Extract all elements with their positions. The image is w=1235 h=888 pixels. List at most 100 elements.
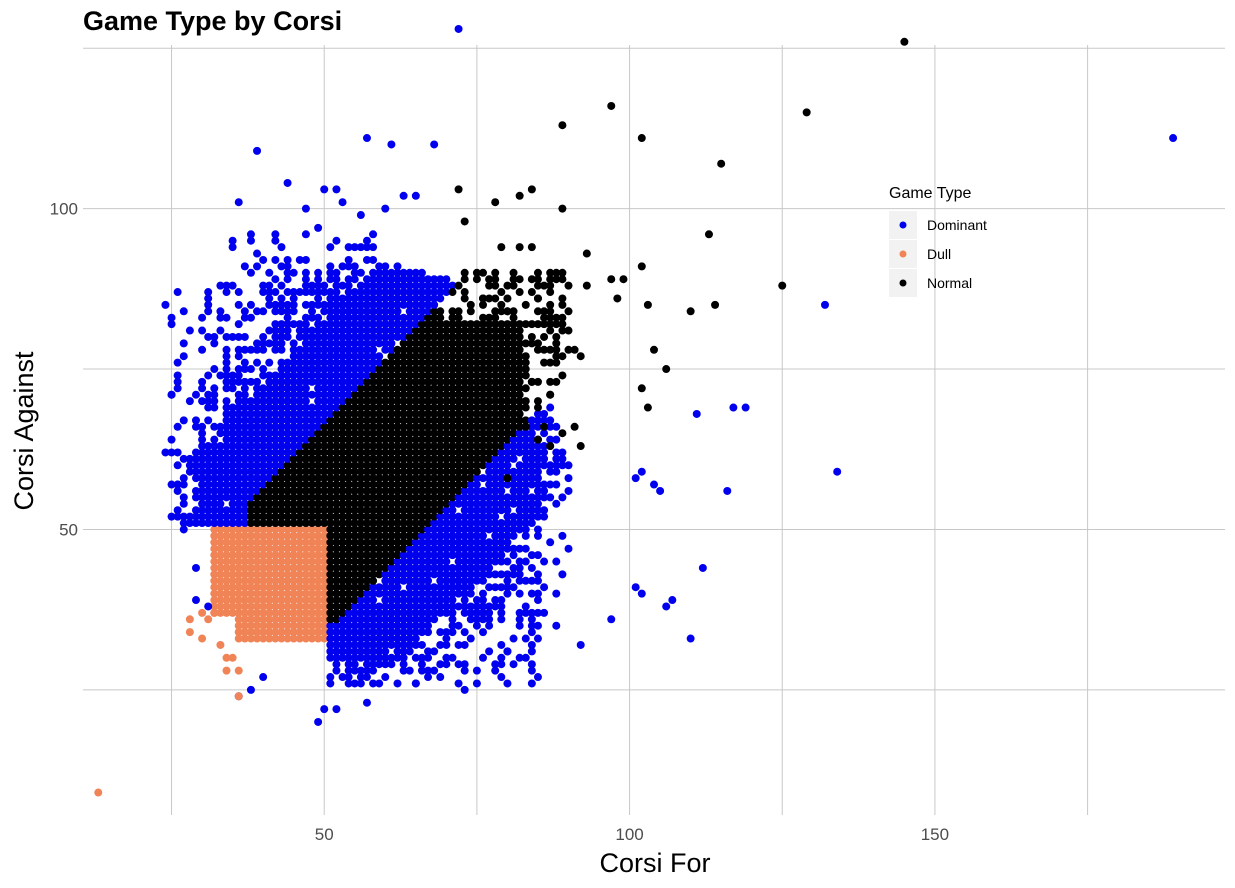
point bbox=[405, 365, 414, 374]
point bbox=[253, 493, 262, 502]
point bbox=[375, 486, 384, 495]
point bbox=[436, 448, 445, 457]
point bbox=[454, 377, 463, 386]
point bbox=[460, 480, 469, 489]
point bbox=[338, 486, 347, 495]
point bbox=[485, 486, 494, 495]
point bbox=[228, 583, 237, 592]
point bbox=[246, 486, 255, 495]
point bbox=[485, 403, 494, 412]
point bbox=[509, 358, 518, 367]
point bbox=[216, 563, 225, 572]
point bbox=[497, 506, 506, 515]
point bbox=[350, 403, 359, 412]
point bbox=[362, 345, 371, 354]
point bbox=[479, 448, 488, 457]
point bbox=[393, 268, 402, 277]
point bbox=[271, 589, 280, 598]
point bbox=[387, 570, 396, 579]
point bbox=[472, 377, 481, 386]
point bbox=[448, 454, 457, 463]
point bbox=[210, 519, 219, 528]
point bbox=[271, 570, 280, 579]
point bbox=[301, 570, 310, 579]
point bbox=[277, 243, 286, 252]
point bbox=[350, 442, 359, 451]
point bbox=[405, 589, 414, 598]
point bbox=[405, 429, 414, 438]
point bbox=[564, 544, 573, 553]
point bbox=[356, 448, 365, 457]
point bbox=[405, 525, 414, 534]
point bbox=[198, 634, 207, 643]
point bbox=[515, 409, 524, 418]
point bbox=[283, 384, 292, 393]
point bbox=[607, 275, 616, 284]
point bbox=[491, 281, 500, 290]
point bbox=[515, 275, 524, 284]
point bbox=[216, 448, 225, 457]
point bbox=[265, 583, 274, 592]
point bbox=[198, 493, 207, 502]
point bbox=[283, 429, 292, 438]
point bbox=[436, 461, 445, 470]
point bbox=[515, 608, 524, 617]
point bbox=[454, 474, 463, 483]
point bbox=[277, 339, 286, 348]
point bbox=[369, 486, 378, 495]
point bbox=[405, 583, 414, 592]
point bbox=[332, 621, 341, 630]
point bbox=[637, 134, 646, 143]
point bbox=[375, 525, 384, 534]
point bbox=[430, 615, 439, 624]
point bbox=[436, 275, 445, 284]
point bbox=[485, 499, 494, 508]
point bbox=[283, 377, 292, 386]
point bbox=[234, 461, 243, 470]
point bbox=[295, 397, 304, 406]
point bbox=[314, 474, 323, 483]
point bbox=[417, 666, 426, 675]
point bbox=[173, 384, 182, 393]
point bbox=[417, 519, 426, 528]
point bbox=[430, 409, 439, 418]
point bbox=[466, 422, 475, 431]
point bbox=[460, 294, 469, 303]
point bbox=[314, 454, 323, 463]
point bbox=[356, 583, 365, 592]
point bbox=[454, 602, 463, 611]
point bbox=[332, 281, 341, 290]
point bbox=[362, 666, 371, 675]
point bbox=[271, 435, 280, 444]
point bbox=[405, 493, 414, 502]
point bbox=[411, 307, 420, 316]
point bbox=[521, 403, 530, 412]
point bbox=[204, 499, 213, 508]
point bbox=[228, 538, 237, 547]
point bbox=[271, 493, 280, 502]
point bbox=[411, 679, 420, 688]
point bbox=[265, 628, 274, 637]
point bbox=[381, 403, 390, 412]
point bbox=[344, 345, 353, 354]
point bbox=[332, 615, 341, 624]
point bbox=[222, 448, 231, 457]
point bbox=[540, 422, 549, 431]
point bbox=[442, 454, 451, 463]
point bbox=[399, 640, 408, 649]
point bbox=[314, 332, 323, 341]
point bbox=[362, 589, 371, 598]
point bbox=[411, 570, 420, 579]
point bbox=[332, 275, 341, 284]
point bbox=[491, 352, 500, 361]
point bbox=[301, 467, 310, 476]
point bbox=[362, 416, 371, 425]
point bbox=[369, 320, 378, 329]
point bbox=[430, 666, 439, 675]
point bbox=[540, 320, 549, 329]
point bbox=[491, 493, 500, 502]
point bbox=[436, 326, 445, 335]
point bbox=[479, 576, 488, 585]
point bbox=[442, 422, 451, 431]
point bbox=[417, 602, 426, 611]
